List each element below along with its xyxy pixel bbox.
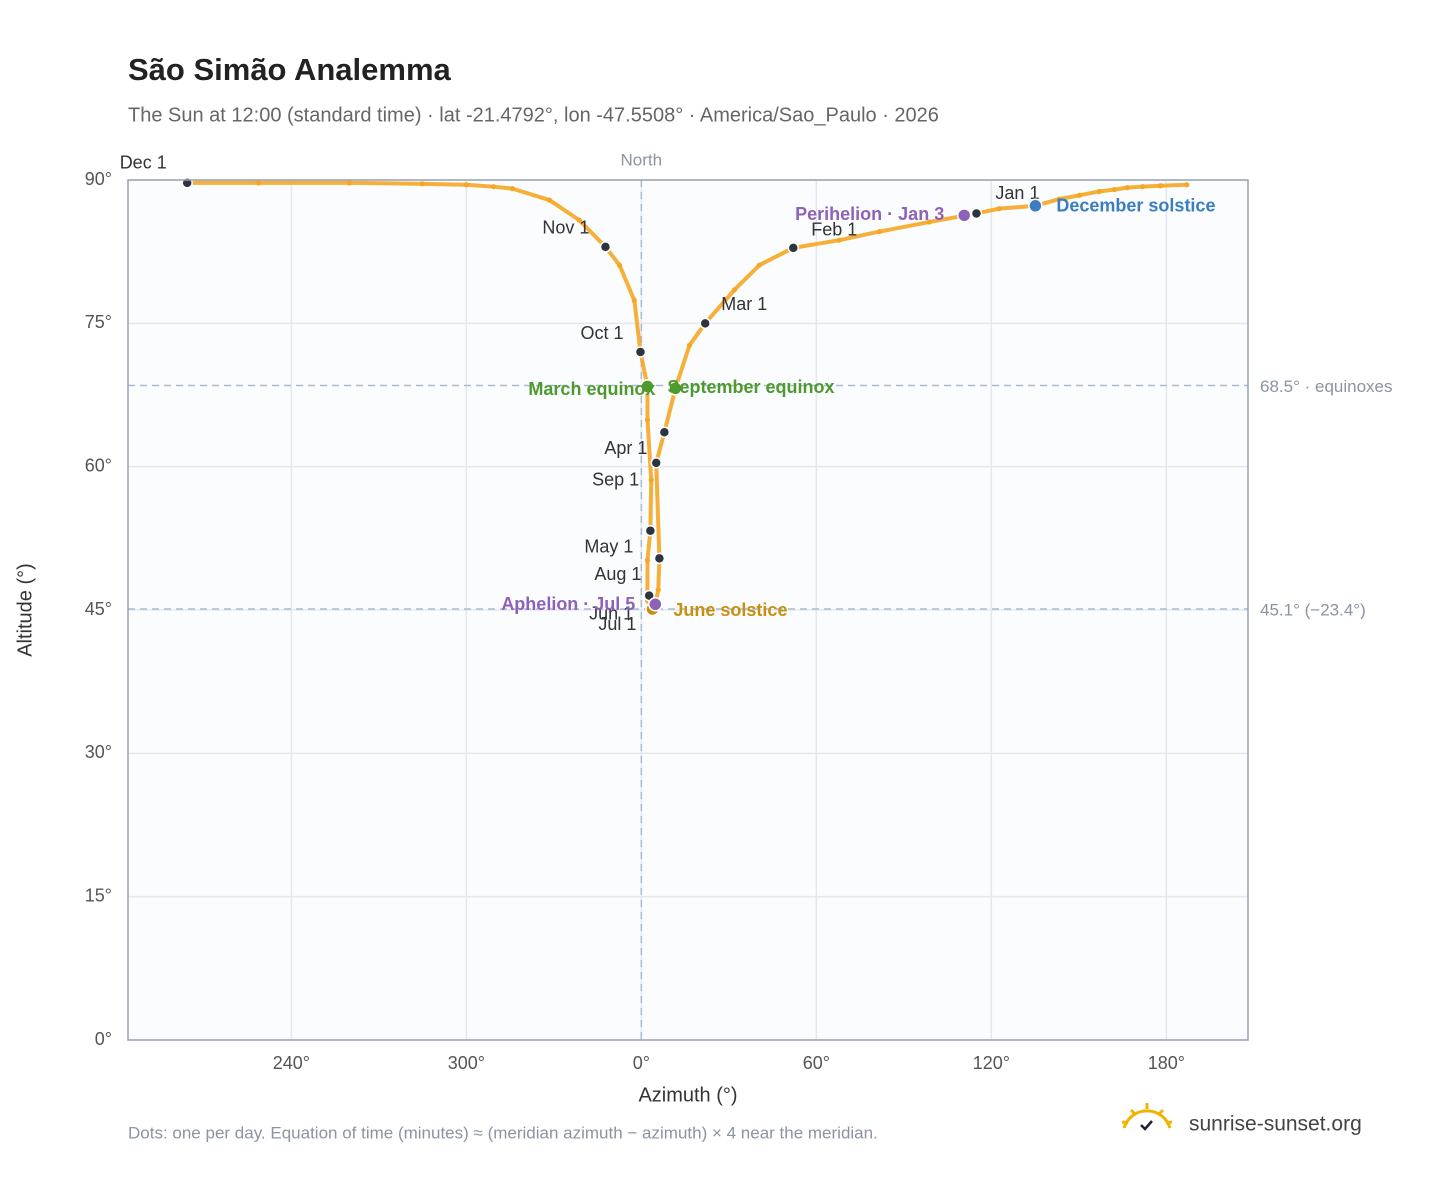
x-tick-label: 120° (973, 1053, 1010, 1073)
y-tick-label: 75° (85, 312, 112, 332)
month-dot (699, 317, 711, 330)
footnote: Dots: one per day. Equation of time (min… (128, 1123, 878, 1142)
daily-dot (1096, 188, 1102, 195)
month-dot (653, 552, 666, 565)
x-tick-label: 180° (1148, 1053, 1185, 1073)
month-label: Jul 1 (598, 614, 636, 634)
event-label: September equinox (667, 377, 834, 397)
y-tick-label: 0° (95, 1029, 112, 1049)
daily-dot (876, 229, 882, 235)
month-dot (787, 242, 800, 254)
month-dot (650, 457, 662, 469)
month-dot (970, 207, 983, 220)
daily-dot (926, 219, 932, 225)
reference-label: 68.5° · equinoxes (1260, 377, 1393, 396)
event-label: December solstice (1056, 196, 1215, 216)
y-tick-label: 15° (85, 885, 112, 905)
daily-dot (836, 237, 842, 243)
event-dot (648, 597, 663, 612)
month-dot (658, 426, 671, 439)
month-label: Dec 1 (120, 153, 167, 173)
y-tick-label: 60° (85, 455, 112, 475)
daily-dot (546, 197, 553, 203)
month-label: Jun 1 (589, 603, 633, 623)
daily-dot (1184, 182, 1190, 188)
daily-dot (419, 181, 425, 187)
y-axis-label: Altitude (°) (14, 563, 36, 657)
daily-dot (756, 262, 763, 268)
y-tick-label: 30° (85, 742, 112, 762)
month-label: Nov 1 (542, 218, 589, 238)
y-tick-label: 90° (85, 169, 112, 189)
event-dot (956, 208, 972, 223)
daily-dot (1139, 184, 1146, 190)
month-dot (599, 241, 612, 253)
month-label: Feb 1 (811, 220, 857, 240)
chart-subtitle: The Sun at 12:00 (standard time) · lat -… (128, 104, 939, 126)
month-dot (634, 346, 647, 358)
month-label: Sep 1 (592, 470, 639, 490)
event-label: June solstice (673, 600, 787, 620)
daily-dot (1124, 185, 1130, 191)
month-label: Mar 1 (721, 294, 767, 314)
daily-dot (1076, 192, 1083, 198)
daily-dot (996, 206, 1002, 212)
y-tick-label: 45° (85, 599, 112, 619)
month-label: Jan 1 (995, 183, 1039, 203)
event-label: Perihelion · Jan 3 (795, 204, 944, 224)
daily-dot (463, 182, 469, 188)
daily-dot (686, 342, 693, 348)
x-tick-label: 60° (803, 1053, 830, 1073)
event-dot (1028, 198, 1043, 214)
logo (1121, 1103, 1173, 1131)
daily-dot (648, 477, 654, 483)
x-tick-label: 240° (273, 1053, 310, 1073)
grid (128, 179, 1248, 1041)
daily-dot (509, 186, 516, 192)
daily-dot (576, 217, 582, 223)
daily-dot (255, 180, 261, 186)
event-dot (668, 381, 683, 396)
x-tick-label: 300° (448, 1053, 485, 1073)
reference-label: 45.1° (−23.4°) (1260, 601, 1366, 620)
chart-title: São Simão Analemma (128, 52, 452, 87)
daily-dot (631, 297, 637, 303)
daily-dot (346, 180, 352, 186)
daily-dot (655, 587, 661, 593)
plot-frame (127, 179, 1249, 1041)
daily-dot (1056, 196, 1062, 202)
brand: sunrise-sunset.org (1189, 1113, 1362, 1136)
event-dot (640, 379, 655, 394)
event-label: Aphelion · Jul 5 (501, 594, 635, 614)
month-label: May 1 (584, 536, 633, 556)
event-label: March equinox (528, 379, 655, 399)
month-label: Apr 1 (604, 438, 647, 458)
daily-dot (490, 184, 497, 190)
month-label: Aug 1 (594, 564, 641, 584)
month-label: Oct 1 (580, 323, 623, 343)
north-label: North (621, 150, 663, 169)
daily-dot (644, 557, 651, 563)
x-axis-label: Azimuth (°) (638, 1084, 737, 1106)
daily-dot (731, 287, 737, 293)
daily-dot (644, 417, 651, 423)
daily-dot (1111, 186, 1118, 193)
month-dot (644, 524, 657, 537)
x-tick-label: 0° (633, 1053, 650, 1073)
daily-dot (616, 262, 623, 268)
daily-dot (1157, 183, 1164, 189)
